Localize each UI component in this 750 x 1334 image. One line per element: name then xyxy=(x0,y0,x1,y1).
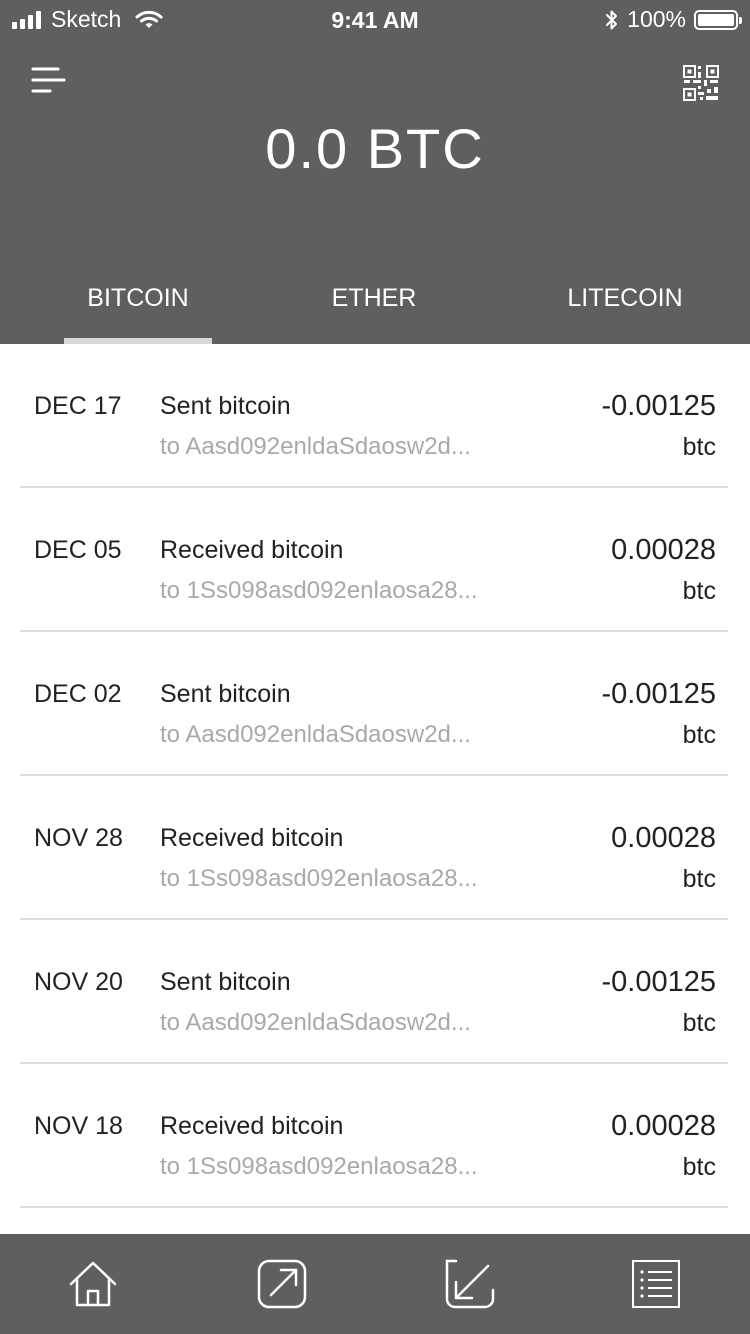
transaction-row[interactable]: NOV 28 Received bitcoin to 1Ss098asd092e… xyxy=(20,776,728,920)
battery-cap xyxy=(739,16,742,24)
transaction-unit: btc xyxy=(682,433,716,461)
bottom-nav xyxy=(0,1234,750,1334)
transaction-address: to Aasd092enldaSdaosw2d... xyxy=(160,433,471,460)
transaction-title: Received bitcoin xyxy=(160,536,344,564)
transaction-list: DEC 17 Sent bitcoin to Aasd092enldaSdaos… xyxy=(0,344,750,1208)
transaction-unit: btc xyxy=(682,865,716,893)
transaction-address: to 1Ss098asd092enlaosa28... xyxy=(160,865,478,892)
transaction-address: to Aasd092enldaSdaosw2d... xyxy=(160,721,471,748)
header: Sketch 9:41 AM 100% xyxy=(0,0,750,344)
menu-icon xyxy=(31,67,66,93)
transaction-unit: btc xyxy=(682,1153,716,1181)
list-icon xyxy=(632,1260,680,1308)
coin-tabs: BITCOIN ETHER LITECOIN xyxy=(0,270,750,344)
signal-icon xyxy=(12,10,41,29)
transaction-amount: -0.00125 xyxy=(601,678,717,710)
transaction-row[interactable]: DEC 05 Received bitcoin to 1Ss098asd092e… xyxy=(20,488,728,632)
transaction-amount: 0.00028 xyxy=(611,534,716,566)
transaction-date: NOV 20 xyxy=(34,968,123,996)
menu-button[interactable] xyxy=(28,62,68,98)
tab-ether[interactable]: ETHER xyxy=(331,284,417,312)
transaction-unit: btc xyxy=(682,577,716,605)
transaction-date: DEC 02 xyxy=(34,680,122,708)
transaction-row[interactable]: DEC 17 Sent bitcoin to Aasd092enldaSdaos… xyxy=(20,344,728,488)
transaction-amount: 0.00028 xyxy=(611,822,716,854)
transaction-amount: -0.00125 xyxy=(601,390,717,422)
transaction-amount: 0.00028 xyxy=(611,1110,716,1142)
transaction-address: to Aasd092enldaSdaosw2d... xyxy=(160,1009,471,1036)
transaction-address: to 1Ss098asd092enlaosa28... xyxy=(160,577,478,604)
transaction-unit: btc xyxy=(682,1009,716,1037)
nav-receive-button[interactable] xyxy=(444,1258,496,1310)
transaction-row[interactable]: NOV 20 Sent bitcoin to Aasd092enldaSdaos… xyxy=(20,920,728,1064)
status-left: Sketch xyxy=(12,6,163,33)
wallet-balance: 0.0 BTC xyxy=(265,117,485,180)
transaction-title: Sent bitcoin xyxy=(160,968,291,996)
battery-icon xyxy=(694,9,742,30)
transaction-date: NOV 18 xyxy=(34,1112,123,1140)
battery-percent: 100% xyxy=(627,6,686,32)
battery-fill xyxy=(698,13,734,26)
transaction-title: Sent bitcoin xyxy=(160,680,291,708)
qr-button[interactable] xyxy=(682,64,720,102)
status-bar: Sketch 9:41 AM 100% xyxy=(0,0,750,40)
nav-send-button[interactable] xyxy=(256,1258,308,1310)
qr-code-icon xyxy=(683,65,719,101)
tab-bitcoin[interactable]: BITCOIN xyxy=(87,284,189,312)
nav-list-button[interactable] xyxy=(630,1258,682,1310)
carrier-label: Sketch xyxy=(51,6,122,32)
transaction-address: to 1Ss098asd092enlaosa28... xyxy=(160,1153,478,1180)
transaction-row[interactable]: DEC 02 Sent bitcoin to Aasd092enldaSdaos… xyxy=(20,632,728,776)
nav-home-button[interactable] xyxy=(67,1258,119,1310)
receive-icon xyxy=(445,1259,495,1309)
transaction-date: DEC 17 xyxy=(34,392,122,420)
bluetooth-icon xyxy=(606,10,618,29)
transaction-unit: btc xyxy=(682,721,716,749)
transaction-title: Sent bitcoin xyxy=(160,392,291,420)
home-icon xyxy=(69,1261,117,1307)
transaction-date: DEC 05 xyxy=(34,536,122,564)
status-time: 9:41 AM xyxy=(331,7,419,33)
status-right: 100% xyxy=(605,6,742,33)
transaction-title: Received bitcoin xyxy=(160,824,344,852)
transaction-row[interactable]: NOV 18 Received bitcoin to 1Ss098asd092e… xyxy=(20,1064,728,1208)
transaction-title: Received bitcoin xyxy=(160,1112,344,1140)
send-icon xyxy=(257,1259,307,1309)
transaction-amount: -0.00125 xyxy=(601,966,717,998)
active-tab-indicator xyxy=(64,338,212,344)
tab-litecoin[interactable]: LITECOIN xyxy=(567,284,683,312)
transaction-date: NOV 28 xyxy=(34,824,123,852)
wifi-icon xyxy=(135,10,163,28)
